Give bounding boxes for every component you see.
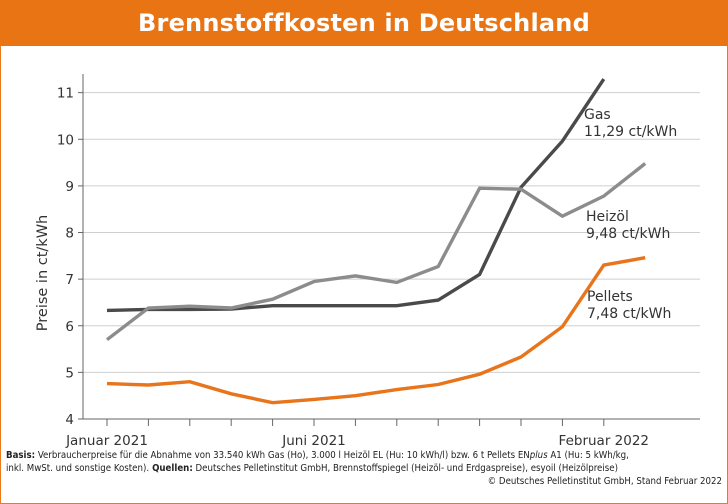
footnote-line-2: inkl. MwSt. und sonstige Kosten). Quelle… [6,463,722,476]
y-tick-label: 4 [65,412,74,428]
x-axis-ticks: Januar 2021 Juni 2021 Februar 2022 [65,419,649,449]
y-tick-label: 7 [65,272,74,288]
series-value-label: 9,48 ct/kWh [586,226,670,242]
basis-label: Basis: [6,450,36,461]
chart-title: Brennstoffkosten in Deutschland [138,9,590,37]
basis-text-2: A1 (Hu: 5 kWh/kg, [547,450,629,461]
y-tick-label: 10 [57,132,74,148]
series-name-label: Heizöl [586,209,629,225]
basis-text: Verbraucherpreise für die Abnahme von 33… [35,450,530,461]
series-line-heizl [105,162,647,342]
line-chart: 4 5 6 7 8 9 10 11 Januar 2021 Juni 2021 Februar 2… [35,74,700,449]
chart-footnote: Basis: Verbraucherpreise für die Abnahme… [6,450,722,488]
y-tick-label: 11 [57,86,74,102]
series-value-label: 7,48 ct/kWh [587,306,671,322]
basis-italic: plus [529,450,548,461]
copyright: © Deutsches Pelletinstitut GmbH, Stand F… [487,475,722,487]
y-tick-label: 8 [65,226,74,242]
title-banner [0,0,728,46]
axes [82,74,700,420]
x-tick-label: Juni 2021 [281,433,346,449]
series-line-pellets [106,256,646,405]
footnote-line-1: Basis: Verbraucherpreise für die Abnahme… [6,450,722,463]
y-tick-label: 6 [65,319,74,335]
series-value-label: 11,29 ct/kWh [584,124,677,140]
y-tick-label: 5 [65,365,74,381]
sources-text: Deutsches Pelletinstitut GmbH, Brennstof… [192,462,618,474]
x-tick-label: Februar 2022 [559,433,649,449]
y-axis-ticks: 4 5 6 7 8 9 10 11 [57,86,83,428]
series-name-label: Gas [584,107,611,123]
sources-label: Quellen: [149,462,193,474]
y-axis-label: Preise in ct/kWh [35,215,51,331]
series-name-label: Pellets [587,289,633,305]
line2-text: inkl. MwSt. und sonstige Kosten). [6,462,150,474]
series-line-gas [106,78,606,313]
y-tick-label: 9 [65,179,74,195]
series-lines [105,78,647,405]
x-tick-label: Januar 2021 [65,433,148,449]
gridlines [83,92,700,373]
